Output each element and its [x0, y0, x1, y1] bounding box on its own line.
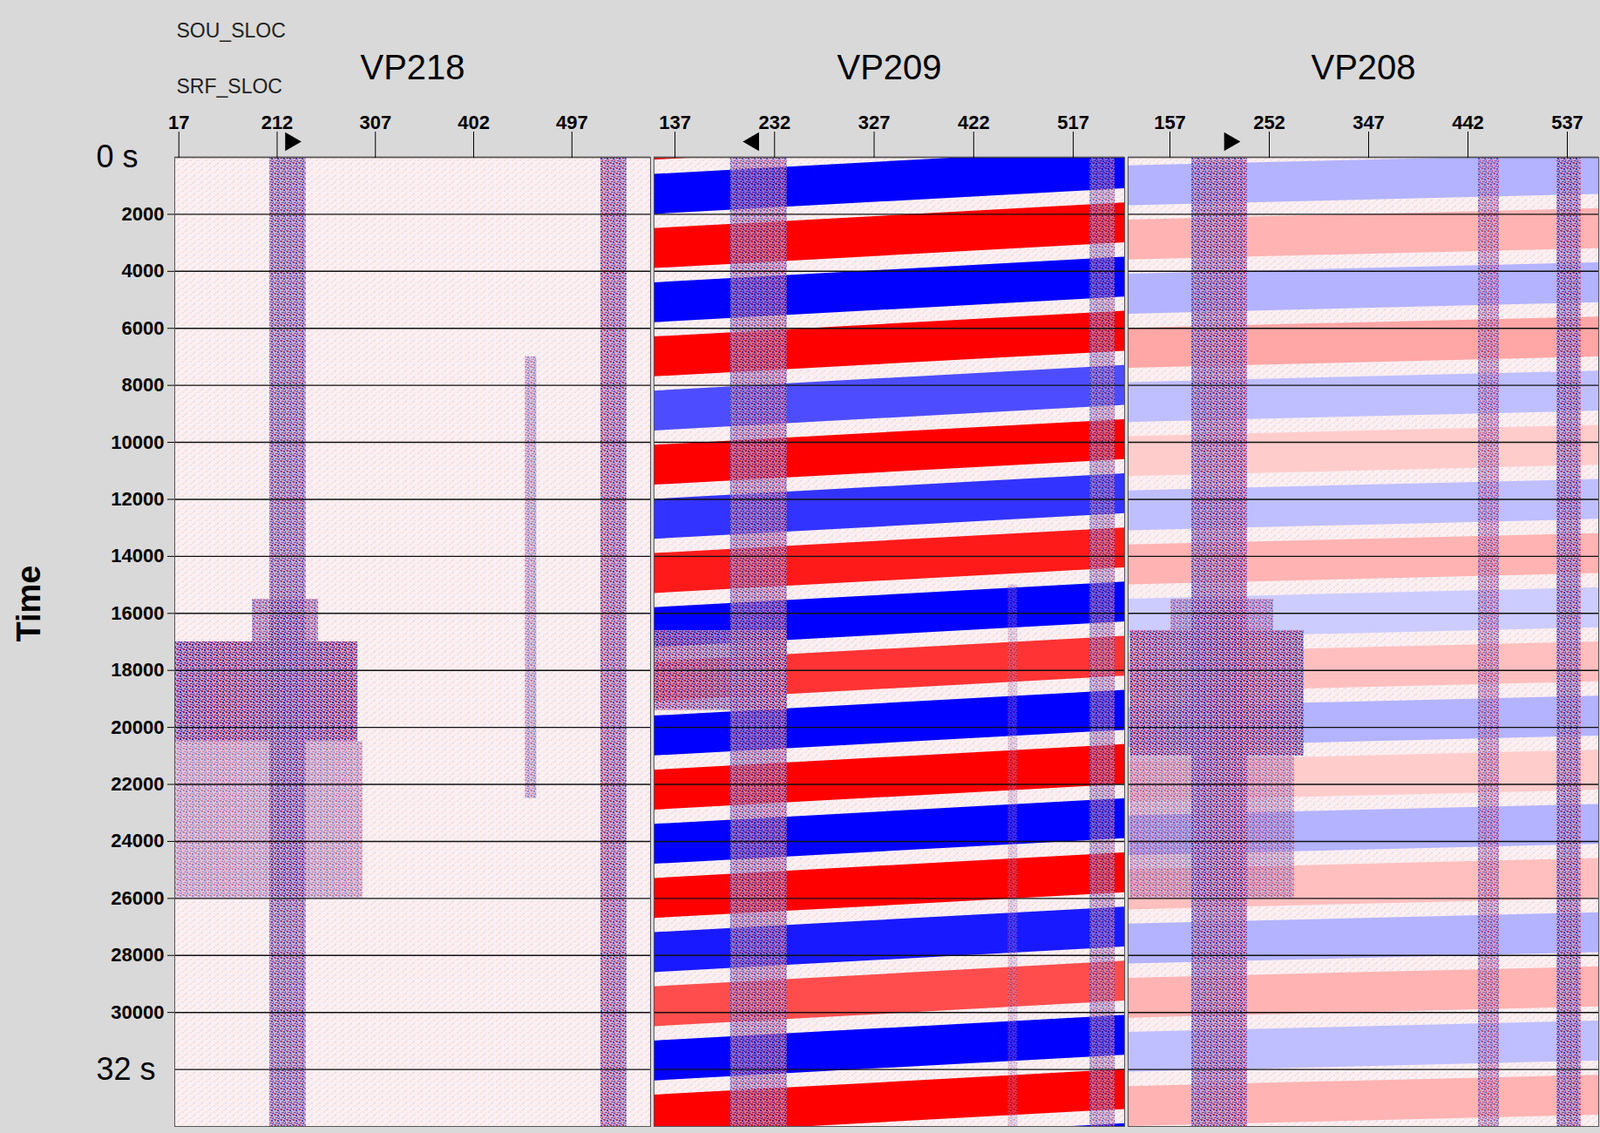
svg-text:137: 137 [658, 111, 692, 134]
svg-text:VP209: VP209 [836, 47, 942, 87]
svg-text:16000: 16000 [110, 602, 164, 624]
svg-text:232: 232 [758, 111, 791, 134]
svg-text:SRF_SLOC: SRF_SLOC [176, 74, 283, 98]
svg-text:17: 17 [168, 111, 190, 134]
svg-text:18000: 18000 [110, 658, 164, 681]
svg-text:517: 517 [1057, 111, 1090, 134]
svg-text:0 s: 0 s [96, 138, 139, 175]
svg-text:157: 157 [1153, 111, 1187, 134]
svg-text:SOU_SLOC: SOU_SLOC [176, 19, 286, 42]
svg-text:30000: 30000 [110, 1001, 164, 1024]
svg-text:402: 402 [457, 111, 490, 134]
svg-text:422: 422 [957, 111, 990, 134]
svg-text:497: 497 [555, 111, 589, 134]
svg-text:4000: 4000 [122, 259, 165, 282]
svg-text:212: 212 [261, 111, 294, 134]
svg-text:14000: 14000 [110, 544, 164, 567]
svg-text:VP218: VP218 [359, 47, 465, 87]
svg-text:Time: Time [10, 564, 48, 642]
svg-text:VP208: VP208 [1310, 47, 1416, 87]
svg-text:28000: 28000 [110, 943, 164, 966]
svg-text:537: 537 [1551, 111, 1584, 134]
svg-text:347: 347 [1352, 111, 1385, 134]
svg-text:10000: 10000 [110, 431, 164, 454]
svg-text:327: 327 [858, 111, 891, 134]
svg-text:307: 307 [359, 111, 392, 134]
svg-text:26000: 26000 [110, 887, 164, 909]
svg-text:252: 252 [1253, 111, 1286, 134]
svg-text:32 s: 32 s [96, 1050, 156, 1087]
svg-text:6000: 6000 [122, 317, 165, 339]
svg-text:442: 442 [1451, 111, 1485, 134]
svg-text:2000: 2000 [122, 203, 165, 225]
svg-text:24000: 24000 [110, 829, 164, 852]
svg-text:12000: 12000 [110, 488, 164, 510]
svg-text:22000: 22000 [110, 772, 164, 795]
svg-text:20000: 20000 [110, 716, 164, 739]
svg-text:8000: 8000 [122, 373, 165, 396]
